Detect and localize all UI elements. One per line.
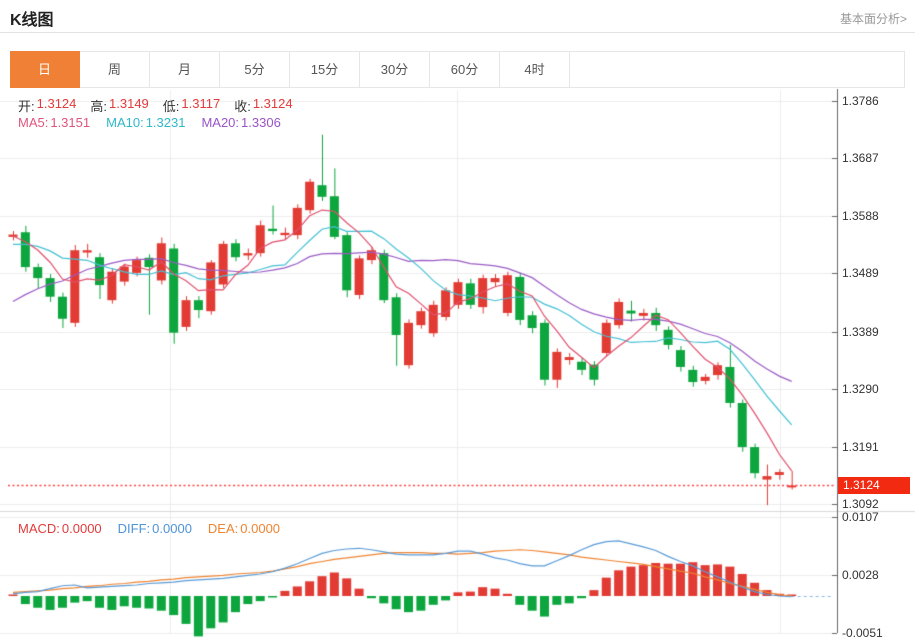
ma10-label: MA10: bbox=[106, 115, 144, 130]
macd-label: MACD: bbox=[18, 521, 60, 536]
high-value: 1.3149 bbox=[109, 96, 149, 111]
main-axis-label-1.3588: 1.3588 bbox=[842, 208, 879, 223]
macd-axis-label-0.0107: 0.0107 bbox=[842, 510, 879, 525]
current-price-badge: 1.3124 bbox=[838, 477, 910, 494]
close-value: 1.3124 bbox=[252, 96, 293, 111]
tab-15min[interactable]: 15分 bbox=[290, 52, 360, 87]
kline-chart-canvas[interactable] bbox=[0, 88, 915, 644]
fundamental-analysis-link[interactable]: 基本面分析> bbox=[839, 12, 907, 26]
ma10-value: 1.3231 bbox=[145, 115, 186, 130]
open-label: 开: bbox=[18, 99, 35, 114]
diff-value: 0.0000 bbox=[152, 521, 192, 536]
tab-30min[interactable]: 30分 bbox=[360, 52, 430, 87]
tab-week[interactable]: 周 bbox=[80, 52, 150, 87]
main-axis-label-1.3389: 1.3389 bbox=[842, 324, 879, 339]
low-label: 低: bbox=[162, 99, 180, 114]
chart-area: 开: 1.3124 高: 1.3149 低: 1.3117 收: 1.3124 MA5:… bbox=[0, 88, 915, 644]
macd-axis-label--0.0051: -0.0051 bbox=[842, 626, 883, 641]
ma20-value: 1.3306 bbox=[241, 115, 281, 130]
tab-5min[interactable]: 5分 bbox=[220, 52, 290, 87]
diff-label: DIFF: bbox=[117, 521, 151, 536]
main-axis-label-1.3191: 1.3191 bbox=[842, 439, 879, 454]
low-value: 1.3117 bbox=[181, 96, 221, 111]
main-axis-label-1.3687: 1.3687 bbox=[842, 151, 879, 166]
macd-value: 0.0000 bbox=[61, 521, 102, 536]
header-divider bbox=[0, 32, 915, 33]
high-label: 高: bbox=[90, 99, 108, 114]
open-value: 1.3124 bbox=[36, 96, 77, 111]
dea-value: 0.0000 bbox=[240, 521, 281, 536]
page-header: K线图 基本面分析> bbox=[10, 6, 907, 30]
timeframe-tab-bar: 日周月 5分 15分 30分 60分 4时 bbox=[10, 51, 905, 88]
tab-month[interactable]: 月 bbox=[150, 52, 220, 87]
ma5-label: MA5: bbox=[18, 115, 49, 130]
macd-axis-label-0.0028: 0.0028 bbox=[842, 568, 879, 583]
tab-day[interactable]: 日 bbox=[10, 51, 80, 88]
close-label: 收: bbox=[234, 99, 251, 114]
ma5-value: 1.3151 bbox=[50, 115, 91, 130]
main-axis-label-1.3290: 1.3290 bbox=[842, 382, 879, 397]
tab-4hour[interactable]: 4时 bbox=[500, 52, 570, 87]
dea-label: DEA: bbox=[207, 521, 239, 536]
ma-readout: MA5: 1.3151 MA10: 1.3231 MA20: 1.3306 bbox=[18, 115, 281, 130]
ohlc-readout: 开: 1.3124 高: 1.3149 低: 1.3117 收: 1.3124 bbox=[18, 96, 293, 115]
macd-readout: MACD: 0.0000 DIFF: 0.0000 DEA: 0.0000 bbox=[18, 521, 280, 536]
main-axis-label-1.3092: 1.3092 bbox=[842, 497, 879, 511]
page-title: K线图 bbox=[10, 12, 54, 29]
ma20-label: MA20: bbox=[201, 115, 240, 130]
main-axis-label-1.3489: 1.3489 bbox=[842, 266, 879, 281]
tab-60min[interactable]: 60分 bbox=[430, 52, 500, 87]
main-axis-label-1.3786: 1.3786 bbox=[842, 94, 879, 108]
